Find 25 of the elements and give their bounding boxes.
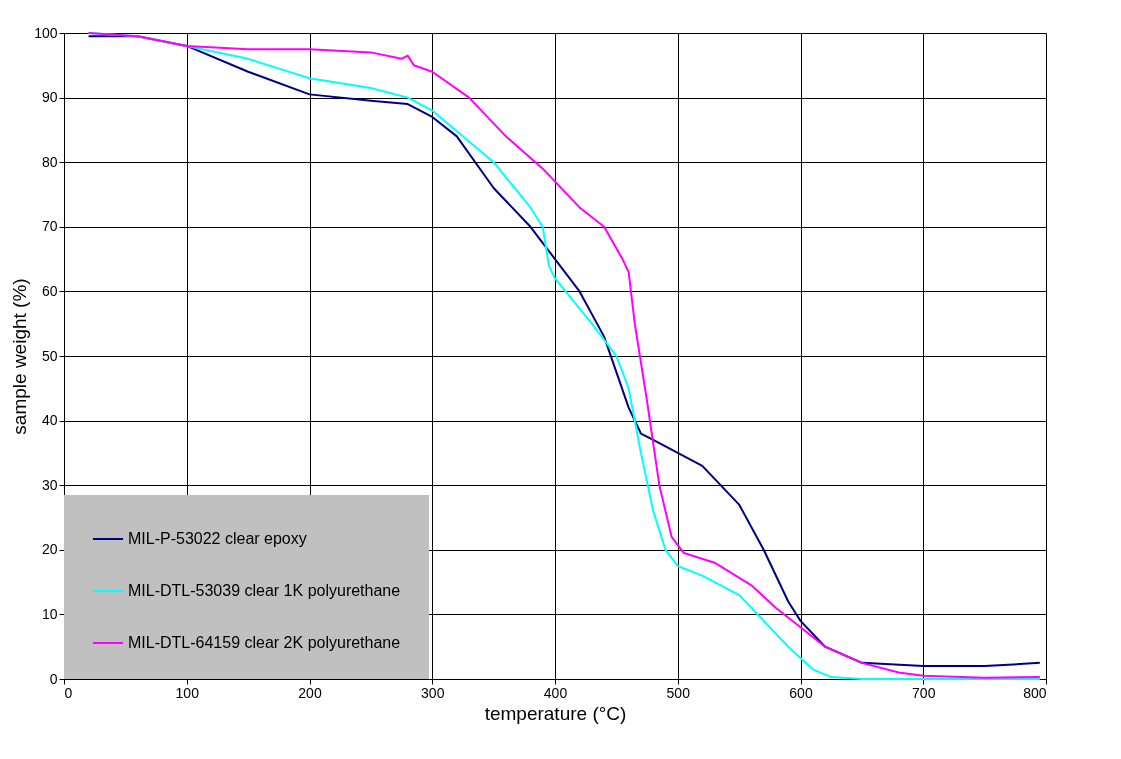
x-axis-title: temperature (°C): [484, 702, 627, 724]
y-tick-label: 50: [41, 347, 58, 364]
y-tick-label: 10: [41, 605, 58, 622]
y-tick-label: 40: [41, 412, 58, 429]
x-tick-label: 400: [543, 684, 568, 701]
y-tick-label: 0: [49, 670, 58, 687]
x-tick-label: 600: [789, 684, 813, 701]
x-tick-label: 700: [912, 684, 936, 701]
legend-label: MIL-P-53022 clear epoxy: [128, 530, 307, 547]
x-tick-label: 500: [666, 684, 691, 701]
x-tick-label: 800: [1023, 684, 1047, 701]
x-tick-label: 100: [175, 684, 200, 701]
y-tick-label: 60: [41, 282, 58, 299]
y-tick-label: 20: [41, 541, 58, 558]
legend-label: MIL-DTL-53039 clear 1K polyurethane: [128, 582, 401, 599]
x-tick-label: 300: [421, 684, 445, 701]
y-tick-label: 30: [41, 476, 58, 493]
x-tick-label: 0: [64, 684, 73, 701]
legend-label: MIL-DTL-64159 clear 2K polyurethane: [128, 634, 401, 651]
y-tick-label: 70: [41, 218, 58, 235]
y-tick-label: 80: [41, 153, 58, 170]
y-tick-label: 90: [41, 89, 58, 106]
y-tick-label: 100: [34, 24, 58, 41]
x-tick-label: 200: [298, 684, 322, 701]
y-axis-title: sample weight (%): [9, 278, 31, 435]
